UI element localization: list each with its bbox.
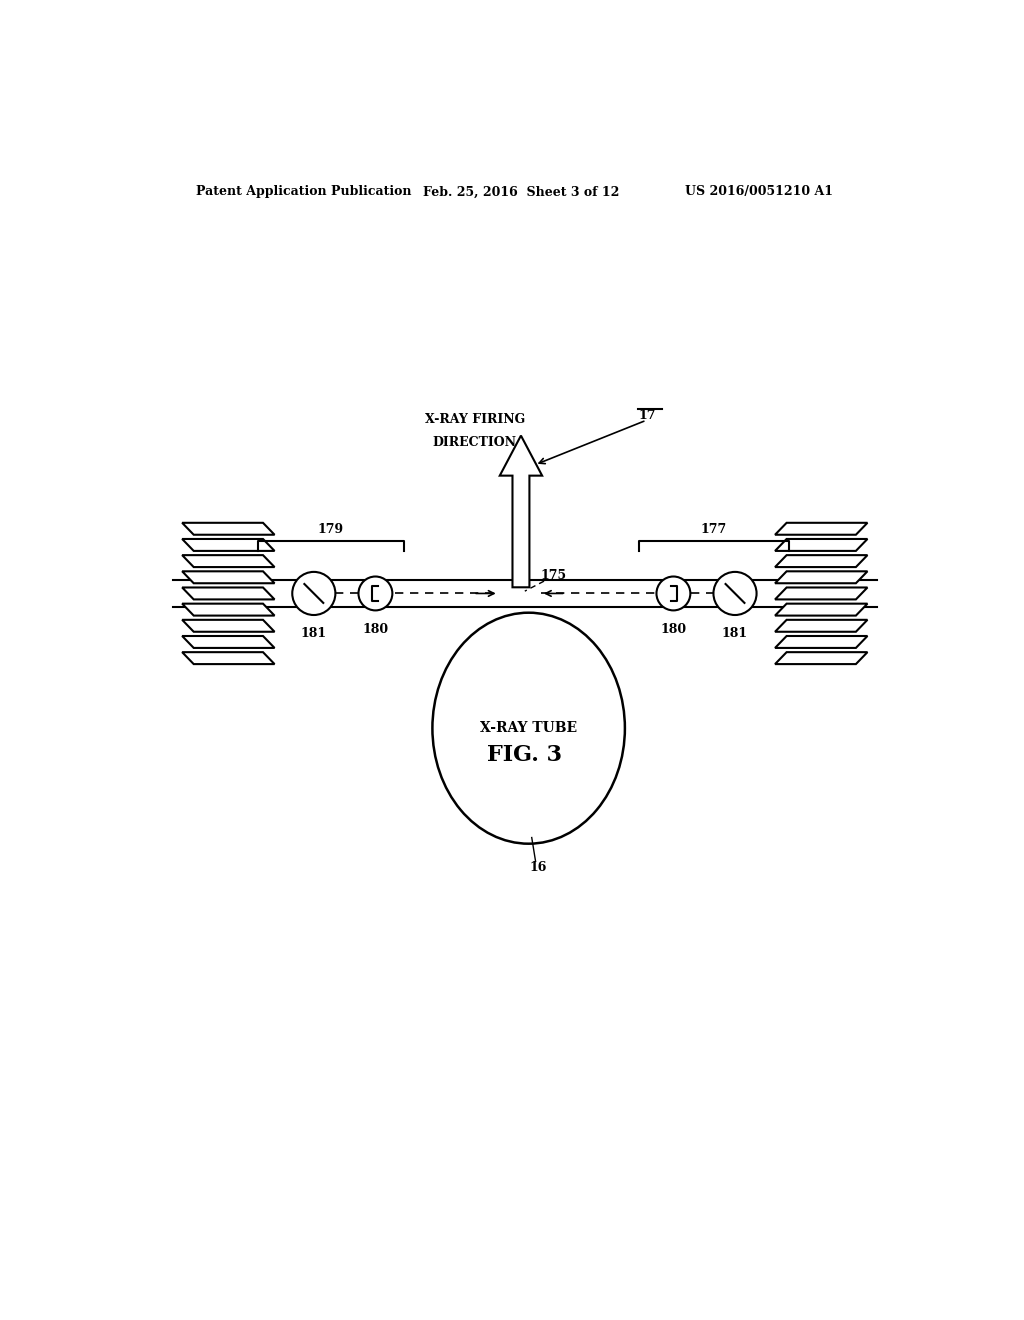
Polygon shape bbox=[500, 436, 542, 587]
Text: DIRECTION: DIRECTION bbox=[433, 436, 517, 449]
Polygon shape bbox=[182, 556, 274, 568]
Text: 180: 180 bbox=[362, 623, 388, 636]
Polygon shape bbox=[775, 620, 867, 632]
Text: 180: 180 bbox=[660, 623, 686, 636]
Text: Feb. 25, 2016  Sheet 3 of 12: Feb. 25, 2016 Sheet 3 of 12 bbox=[423, 185, 620, 198]
Polygon shape bbox=[182, 587, 274, 599]
Polygon shape bbox=[775, 652, 867, 664]
Polygon shape bbox=[775, 556, 867, 568]
Circle shape bbox=[292, 572, 336, 615]
Text: 181: 181 bbox=[722, 627, 749, 640]
Polygon shape bbox=[182, 620, 274, 632]
Polygon shape bbox=[182, 572, 274, 583]
Text: FIG. 3: FIG. 3 bbox=[487, 744, 562, 766]
Text: 179: 179 bbox=[317, 524, 344, 536]
Text: 181: 181 bbox=[301, 627, 327, 640]
Polygon shape bbox=[775, 572, 867, 583]
Polygon shape bbox=[775, 636, 867, 648]
Text: X-RAY TUBE: X-RAY TUBE bbox=[480, 721, 578, 735]
Polygon shape bbox=[775, 587, 867, 599]
Text: Patent Application Publication: Patent Application Publication bbox=[196, 185, 412, 198]
Text: 17: 17 bbox=[639, 409, 656, 421]
Circle shape bbox=[656, 577, 690, 610]
Text: X-RAY FIRING: X-RAY FIRING bbox=[425, 413, 525, 426]
Text: 177: 177 bbox=[700, 524, 727, 536]
Polygon shape bbox=[775, 523, 867, 535]
Circle shape bbox=[714, 572, 757, 615]
Text: US 2016/0051210 A1: US 2016/0051210 A1 bbox=[685, 185, 833, 198]
Polygon shape bbox=[182, 652, 274, 664]
Ellipse shape bbox=[432, 612, 625, 843]
Polygon shape bbox=[182, 603, 274, 615]
Polygon shape bbox=[775, 603, 867, 615]
Polygon shape bbox=[182, 636, 274, 648]
Polygon shape bbox=[775, 539, 867, 550]
Text: 175: 175 bbox=[541, 569, 566, 582]
Polygon shape bbox=[182, 539, 274, 550]
Text: 16: 16 bbox=[529, 861, 547, 874]
Circle shape bbox=[358, 577, 392, 610]
Polygon shape bbox=[182, 523, 274, 535]
